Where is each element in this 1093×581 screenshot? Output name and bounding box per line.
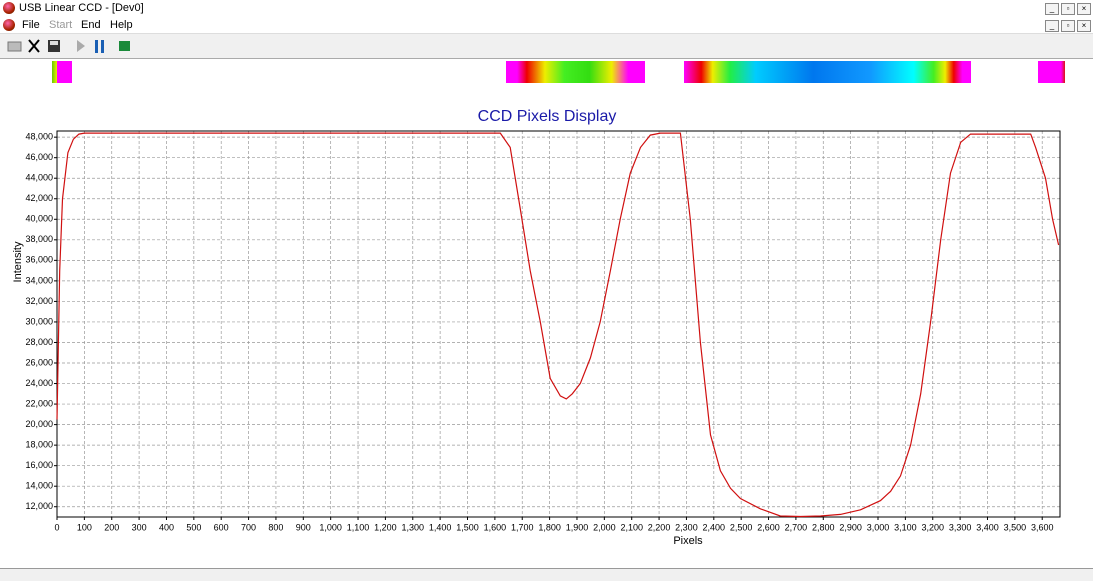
x-tick-label: 800 bbox=[268, 522, 283, 532]
y-tick-label: 20,000 bbox=[25, 419, 53, 429]
x-tick-label: 100 bbox=[77, 522, 92, 532]
y-tick-label: 32,000 bbox=[25, 296, 53, 306]
y-tick-label: 34,000 bbox=[25, 275, 53, 285]
x-tick-label: 1,600 bbox=[484, 522, 507, 532]
x-tick-label: 2,500 bbox=[730, 522, 753, 532]
x-tick-label: 1,000 bbox=[319, 522, 342, 532]
restore-button[interactable]: ▫ bbox=[1061, 20, 1075, 32]
x-tick-label: 2,600 bbox=[757, 522, 780, 532]
spectrum-band bbox=[57, 61, 72, 83]
x-tick-label: 1,900 bbox=[566, 522, 589, 532]
y-tick-label: 22,000 bbox=[25, 398, 53, 408]
x-tick-label: 2,200 bbox=[648, 522, 671, 532]
x-tick-label: 500 bbox=[186, 522, 201, 532]
minimize-button[interactable]: _ bbox=[1045, 3, 1059, 15]
x-tick-label: 1,800 bbox=[538, 522, 561, 532]
x-tick-label: 700 bbox=[241, 522, 256, 532]
save-button-label bbox=[50, 41, 58, 45]
x-tick-label: 0 bbox=[54, 522, 59, 532]
y-tick-label: 42,000 bbox=[25, 193, 53, 203]
close-button[interactable]: × bbox=[1077, 20, 1091, 32]
y-axis-label: Intensity bbox=[12, 241, 24, 282]
chart-background bbox=[0, 84, 1093, 568]
x-tick-label: 400 bbox=[159, 522, 174, 532]
x-tick-label: 2,300 bbox=[675, 522, 698, 532]
y-tick-label: 12,000 bbox=[25, 501, 53, 511]
y-tick-label: 18,000 bbox=[25, 440, 53, 450]
x-tick-label: 3,500 bbox=[1004, 522, 1027, 532]
device-button[interactable] bbox=[119, 41, 130, 51]
x-tick-label: 3,400 bbox=[976, 522, 999, 532]
status-bar bbox=[0, 568, 1093, 581]
minimize-button[interactable]: _ bbox=[1045, 20, 1059, 32]
close-button[interactable]: × bbox=[1077, 3, 1091, 15]
open-button[interactable] bbox=[7, 41, 22, 52]
menu-item[interactable]: Help bbox=[110, 19, 133, 31]
spectrum-band bbox=[52, 61, 57, 83]
x-tick-label: 2,700 bbox=[785, 522, 808, 532]
x-tick-label: 3,200 bbox=[921, 522, 944, 532]
y-tick-label: 38,000 bbox=[25, 234, 53, 244]
app-icon bbox=[3, 2, 15, 14]
y-tick-label: 46,000 bbox=[25, 152, 53, 162]
x-tick-label: 2,800 bbox=[812, 522, 835, 532]
y-tick-label: 36,000 bbox=[25, 255, 53, 265]
x-tick-label: 1,300 bbox=[402, 522, 425, 532]
toolbar bbox=[0, 33, 1093, 59]
x-tick-label: 1,500 bbox=[456, 522, 479, 532]
spectrum-band bbox=[684, 61, 971, 83]
pause-button[interactable] bbox=[95, 40, 98, 53]
toolbar-icons bbox=[7, 39, 130, 53]
x-tick-label: 200 bbox=[104, 522, 119, 532]
x-tick-label: 3,600 bbox=[1031, 522, 1054, 532]
doc-icon bbox=[3, 19, 15, 31]
x-tick-label: 300 bbox=[132, 522, 147, 532]
y-tick-label: 28,000 bbox=[25, 337, 53, 347]
x-tick-label: 3,100 bbox=[894, 522, 917, 532]
y-tick-label: 16,000 bbox=[25, 460, 53, 470]
y-tick-label: 30,000 bbox=[25, 316, 53, 326]
menu-item[interactable]: Start bbox=[49, 19, 73, 31]
x-tick-label: 1,200 bbox=[374, 522, 397, 532]
x-tick-label: 1,400 bbox=[429, 522, 452, 532]
x-tick-label: 3,000 bbox=[867, 522, 890, 532]
x-tick-label: 900 bbox=[296, 522, 311, 532]
spectrum-band bbox=[506, 61, 645, 83]
x-tick-label: 1,700 bbox=[511, 522, 534, 532]
x-tick-label: 2,400 bbox=[703, 522, 726, 532]
y-tick-label: 44,000 bbox=[25, 173, 53, 183]
spectrum-strip bbox=[0, 58, 1093, 86]
x-tick-label: 600 bbox=[214, 522, 229, 532]
start-button[interactable] bbox=[77, 40, 85, 52]
x-axis-label: Pixels bbox=[673, 535, 703, 547]
spectrum-band bbox=[1038, 61, 1065, 83]
y-tick-label: 14,000 bbox=[25, 481, 53, 491]
close-file-button[interactable] bbox=[28, 39, 40, 53]
window-title: USB Linear CCD - [Dev0] bbox=[19, 2, 144, 14]
x-tick-label: 2,100 bbox=[620, 522, 643, 532]
data-line bbox=[56, 132, 1060, 518]
y-tick-label: 40,000 bbox=[25, 214, 53, 224]
x-tick-label: 3,300 bbox=[949, 522, 972, 532]
title-bar: USB Linear CCD - [Dev0] _ ▫ × bbox=[0, 0, 1093, 17]
menu-item[interactable]: End bbox=[81, 19, 101, 31]
x-tick-label: 2,000 bbox=[593, 522, 616, 532]
x-tick-label: 1,100 bbox=[347, 522, 370, 532]
y-tick-label: 48,000 bbox=[25, 132, 53, 142]
restore-button[interactable]: ▫ bbox=[1061, 3, 1075, 15]
menu-item[interactable]: File bbox=[22, 19, 40, 31]
plot-frame bbox=[56, 130, 1061, 518]
chart-title: CCD Pixels Display bbox=[478, 108, 617, 125]
menu-bar: File Start End Help _ ▫ × bbox=[0, 17, 1093, 33]
pause-button[interactable] bbox=[101, 40, 104, 53]
y-tick-label: 24,000 bbox=[25, 378, 53, 388]
y-tick-label: 26,000 bbox=[25, 357, 53, 367]
x-tick-label: 2,900 bbox=[839, 522, 862, 532]
chart: CCD Pixels Display Pixels Intensity 12,0… bbox=[0, 84, 1093, 568]
